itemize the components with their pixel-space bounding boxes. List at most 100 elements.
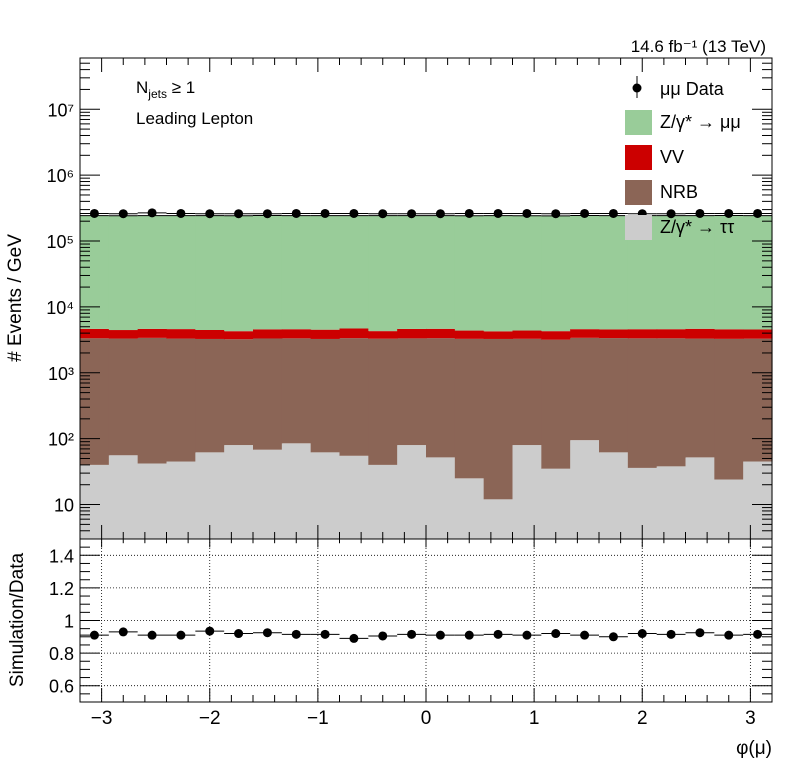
bar-series0-bin14 [483,499,514,539]
bar-series1-bin19 [627,338,658,468]
bar-series3-bin21 [685,215,715,329]
ratio-points [80,626,772,643]
bar-series2-bin21 [685,328,715,339]
data-points [80,208,772,219]
bar-series1-bin15 [512,338,542,446]
legend-swatch-vv [625,145,652,170]
bar-series2-bin6 [253,329,283,339]
bar-series1-bin23 [743,338,773,462]
bar-series1-bin2 [137,337,168,464]
legend-swatch-nrb [625,180,652,205]
bar-series1-bin18 [599,338,629,453]
main-panel: 10⁷ 10⁶ 10⁵ 10⁴ 10³ 10² 10 # Events / GeV Njet… [5,57,773,540]
bar-series2-bin22 [714,329,744,339]
ratio-point-13 [464,630,474,640]
main-ytick-label-1: 10⁶ [47,166,74,186]
legend-entry-ztautau: Z/γ* → ττ [625,215,734,240]
bar-series2-bin15 [512,330,542,339]
legend-entry-nrb: NRB [625,180,698,205]
data-point-6 [262,209,272,219]
data-point-2 [147,208,157,218]
data-point-15 [522,208,532,218]
bar-series3-bin7 [281,215,312,330]
bar-series0-bin4 [195,452,225,539]
bar-series0-bin18 [599,452,629,539]
ratio-point-14 [493,629,503,639]
main-ytick-label-2: 10⁵ [47,232,74,252]
bar-series2-bin0 [80,328,110,339]
main-x-ticks [79,58,773,539]
ratio-ytick-label-3: 1.2 [49,579,74,599]
data-point-9 [349,208,359,218]
bar-series2-bin2 [137,328,168,338]
bar-series1-bin5 [224,339,254,446]
bar-series3-bin5 [224,215,254,332]
ratio-point-7 [291,629,301,639]
bar-series1-bin3 [166,338,196,462]
main-y-label: # Events / GeV [5,234,26,362]
bar-series1-bin16 [541,339,571,469]
annotation-leading-lepton: Leading Lepton [136,109,253,128]
ratio-point-21 [695,628,705,638]
bar-series1-bin17 [570,337,600,441]
bar-series3-bin11 [397,215,427,329]
bar-series1-bin0 [80,338,110,465]
ratio-point-23 [753,629,763,639]
bar-series3-bin15 [512,215,542,331]
bar-series2-bin19 [627,329,658,339]
main-y-axis: 10⁷ 10⁶ 10⁵ 10⁴ 10³ 10² 10 [46,57,772,540]
ratio-point-18 [608,632,618,642]
bar-series1-bin1 [108,338,139,456]
ratio-panel: 0.6 0.8 1 1.2 1.4 −3 −2 −1 0 1 2 3 Simulation/Data… [7,538,773,759]
bar-series0-bin12 [426,457,456,539]
bar-series2-bin23 [743,329,773,339]
ratio-point-5 [234,629,244,639]
bar-series2-bin16 [541,331,571,340]
bar-series3-bin20 [656,215,687,330]
data-point-13 [464,208,474,218]
legend-entry-data: μμ Data [632,76,725,99]
ratio-xtick-label-2: −1 [307,708,329,729]
bar-series2-bin5 [224,331,254,340]
ratio-point-12 [435,630,445,640]
ratio-ytick-label-1: 0.8 [49,644,74,664]
data-point-23 [753,208,763,218]
bar-series1-bin12 [426,338,456,458]
ratio-point-1 [118,627,128,637]
data-point-1 [118,209,128,219]
main-ytick-label-6: 10 [54,496,74,516]
ratio-xtick-label-4: 1 [529,708,540,729]
legend-swatch-zmumu [625,110,652,135]
ratio-point-16 [551,629,561,639]
bar-series3-bin14 [483,215,514,332]
bar-series3-bin3 [166,215,196,330]
legend-label-ztautau: Z/γ* → ττ [660,217,734,237]
ratio-xtick-label-3: 0 [421,708,432,729]
data-point-11 [407,209,417,219]
bar-series3-bin6 [253,215,283,330]
bar-series3-bin8 [310,215,341,330]
data-point-21 [695,208,705,218]
ratio-ytick-label-2: 1 [64,612,74,632]
bar-series2-bin7 [281,329,312,339]
bar-series3-bin12 [426,215,456,329]
bar-series0-bin5 [224,445,254,539]
bar-series3-bin16 [541,215,571,332]
ratio-y-label: Simulation/Data [7,553,28,688]
legend-swatch-ztautau [625,215,652,240]
ratio-xtick-label-0: −3 [91,708,113,729]
bar-series3-bin22 [714,215,744,330]
bar-series2-bin8 [310,329,341,339]
ratio-point-6 [262,628,272,638]
ratio-point-15 [522,630,532,640]
bar-series2-bin3 [166,329,196,339]
bar-series0-bin20 [656,466,687,539]
ratio-y-axis: 0.6 0.8 1 1.2 1.4 [49,538,772,703]
bar-series0-bin2 [137,463,168,539]
bar-series1-bin10 [368,338,398,465]
bar-series2-bin10 [368,331,398,339]
main-ytick-label-5: 10² [48,430,74,450]
bar-series0-bin6 [253,449,283,539]
bar-series2-bin4 [195,330,225,339]
bar-series3-bin23 [743,215,773,330]
